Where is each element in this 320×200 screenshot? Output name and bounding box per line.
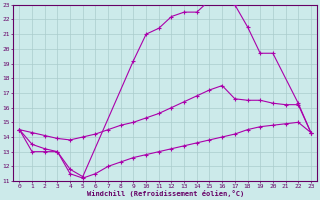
X-axis label: Windchill (Refroidissement éolien,°C): Windchill (Refroidissement éolien,°C) [86, 190, 244, 197]
